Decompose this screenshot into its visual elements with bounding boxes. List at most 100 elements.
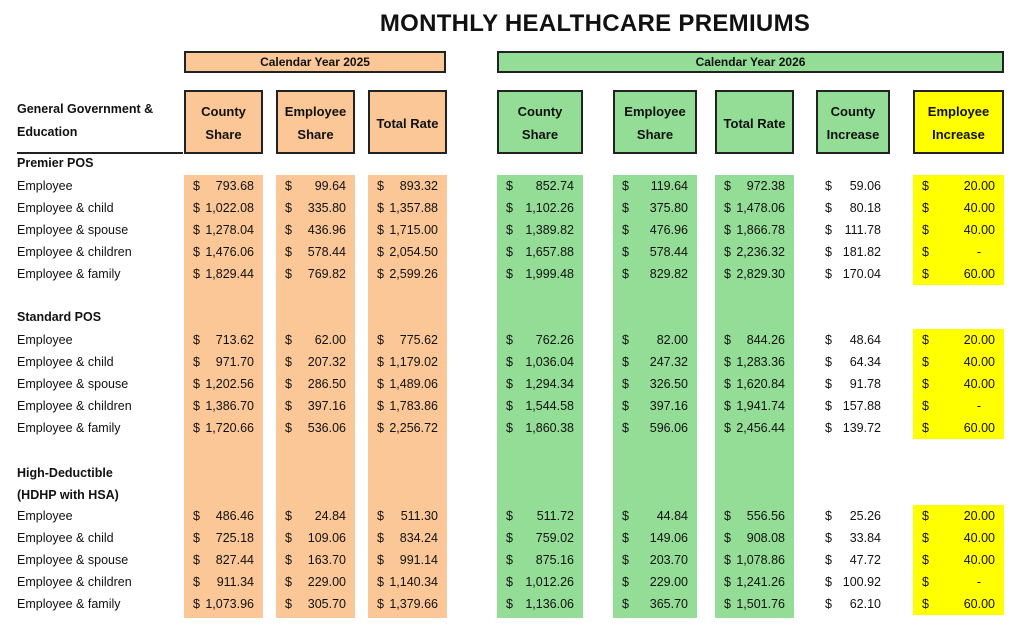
value-cell: $91.78: [825, 373, 881, 395]
value-cell: $2,054.50: [377, 241, 438, 263]
value-cell: $1,866.78: [724, 219, 785, 241]
value: 109.06: [307, 531, 346, 545]
row-label: Employee: [17, 333, 73, 347]
value-cell: $60.00: [922, 417, 995, 439]
value: 875.16: [535, 553, 574, 567]
currency-symbol: $: [622, 553, 629, 567]
currency-symbol: $: [922, 267, 929, 281]
currency-symbol: $: [724, 399, 731, 413]
value: 59.06: [849, 179, 881, 193]
value-cell: $139.72: [825, 417, 881, 439]
value-cell: $1,478.06: [724, 197, 785, 219]
value-cell: $20.00: [922, 329, 995, 351]
currency-symbol: $: [825, 399, 832, 413]
value-cell: $1,386.70: [193, 395, 254, 417]
value: 33.84: [849, 531, 881, 545]
value: 911.34: [216, 575, 254, 589]
value: 1,489.06: [389, 377, 438, 391]
row-label: Employee & child: [17, 355, 114, 369]
value-cell: $40.00: [922, 527, 995, 549]
value: 1,283.36: [736, 355, 785, 369]
year-2025-header: Calendar Year 2025: [184, 51, 446, 73]
value: 62.10: [849, 597, 881, 611]
value-cell: $827.44: [193, 549, 254, 571]
currency-symbol: $: [506, 399, 513, 413]
currency-symbol: $: [724, 223, 731, 237]
value-cell: $1,078.86: [724, 549, 785, 571]
currency-symbol: $: [922, 201, 929, 215]
value: 1,136.06: [525, 597, 574, 611]
currency-symbol: $: [506, 223, 513, 237]
value-cell: $1,202.56: [193, 373, 254, 395]
row-label: Employee & spouse: [17, 223, 129, 237]
row-label: Employee & family: [17, 267, 121, 281]
currency-symbol: $: [285, 355, 292, 369]
value: 578.44: [307, 245, 346, 259]
value-cell: $82.00: [622, 329, 688, 351]
currency-symbol: $: [622, 531, 629, 545]
currency-symbol: $: [285, 531, 292, 545]
value: 1,501.76: [736, 597, 785, 611]
currency-symbol: $: [622, 509, 629, 523]
header-underline: [913, 152, 1004, 154]
value: 436.96: [307, 223, 346, 237]
value: 793.68: [215, 179, 254, 193]
currency-symbol: $: [622, 201, 629, 215]
value: 762.26: [535, 333, 574, 347]
value: 1,620.84: [736, 377, 785, 391]
value-cell: $59.06: [825, 175, 881, 197]
value: 335.80: [307, 201, 346, 215]
currency-symbol: $: [622, 399, 629, 413]
currency-symbol: $: [285, 201, 292, 215]
currency-symbol: $: [285, 267, 292, 281]
currency-symbol: $: [377, 223, 384, 237]
column-background: [613, 175, 697, 618]
value: 229.00: [307, 575, 346, 589]
header-underline: [497, 152, 583, 154]
currency-symbol: $: [622, 355, 629, 369]
value: 725.18: [215, 531, 254, 545]
value: 2,829.30: [736, 267, 785, 281]
value: 40.00: [963, 355, 995, 369]
value-cell: $207.32: [285, 351, 346, 373]
value: 893.32: [399, 179, 438, 193]
currency-symbol: $: [506, 355, 513, 369]
value: 1,140.34: [389, 575, 438, 589]
currency-symbol: $: [724, 553, 731, 567]
value-cell: $163.70: [285, 549, 346, 571]
value: 20.00: [963, 333, 995, 347]
value-cell: $47.72: [825, 549, 881, 571]
currency-symbol: $: [506, 201, 513, 215]
value-cell: $62.00: [285, 329, 346, 351]
currency-symbol: $: [506, 267, 513, 281]
currency-symbol: $: [724, 377, 731, 391]
column-header: Employee Increase: [913, 90, 1004, 154]
value-cell: $911.34: [193, 571, 254, 593]
value-cell: $247.32: [622, 351, 688, 373]
value-cell: $875.16: [506, 549, 574, 571]
value-cell: $365.70: [622, 593, 688, 615]
value-cell: $2,456.44: [724, 417, 785, 439]
row-label: Employee & spouse: [17, 377, 129, 391]
value-cell: $99.64: [285, 175, 346, 197]
value-cell: $1,999.48: [506, 263, 574, 285]
value: 44.84: [656, 509, 688, 523]
section-title: Premier POS: [17, 156, 94, 170]
currency-symbol: $: [193, 399, 200, 413]
value-cell: $229.00: [285, 571, 346, 593]
value-cell: $852.74: [506, 175, 574, 197]
currency-symbol: $: [285, 597, 292, 611]
value: 170.04: [842, 267, 881, 281]
value-cell: $335.80: [285, 197, 346, 219]
currency-symbol: $: [377, 179, 384, 193]
value: 1,715.00: [389, 223, 438, 237]
currency-symbol: $: [622, 575, 629, 589]
value-cell: $1,379.66: [377, 593, 438, 615]
currency-symbol: $: [193, 333, 200, 347]
value-cell: $64.34: [825, 351, 881, 373]
currency-symbol: $: [622, 377, 629, 391]
header-underline: [184, 152, 263, 154]
value: 305.70: [307, 597, 346, 611]
value: 20.00: [963, 179, 995, 193]
currency-symbol: $: [377, 245, 384, 259]
